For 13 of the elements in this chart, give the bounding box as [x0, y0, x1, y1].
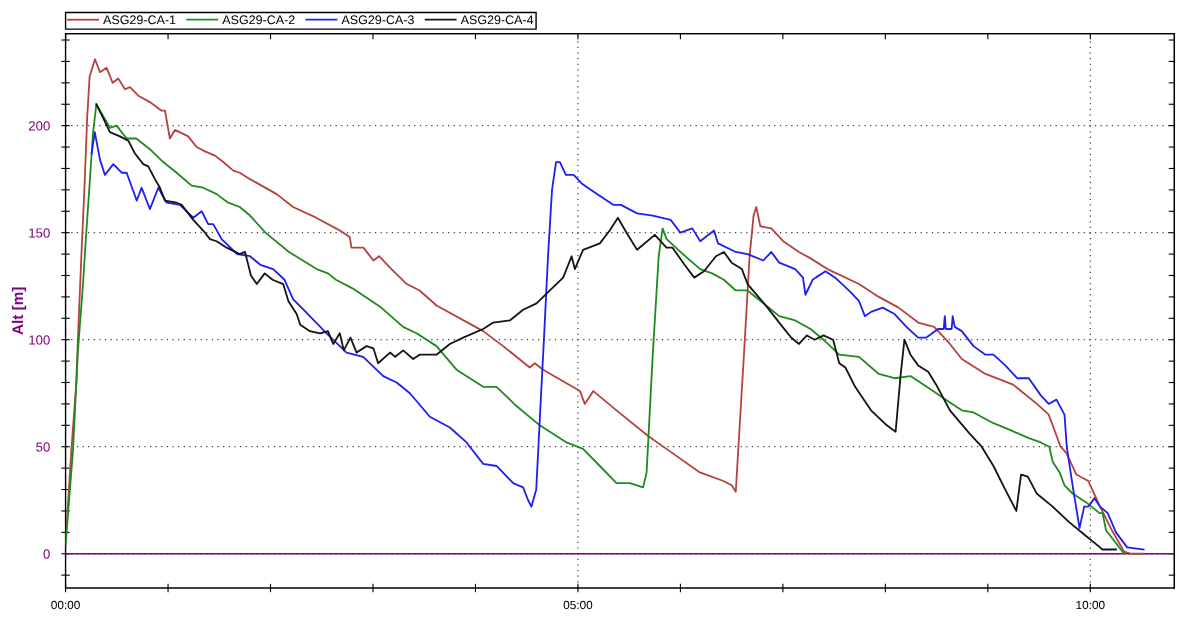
- x-tick-label: 10:00: [1076, 600, 1105, 610]
- legend-label: ASG29-CA-3: [341, 15, 414, 25]
- y-tick-label: 50: [36, 442, 50, 452]
- legend-label: ASG29-CA-2: [222, 15, 295, 25]
- x-tick-label: 05:00: [563, 600, 593, 610]
- legend-label: ASG29-CA-4: [460, 15, 534, 25]
- y-tick-label: 200: [28, 121, 50, 131]
- y-tick-label: 100: [29, 335, 50, 345]
- y-tick-label: 0: [43, 549, 50, 559]
- x-tick-label: 00:00: [51, 600, 80, 610]
- y-tick-label: 150: [29, 228, 50, 238]
- y-axis-title: Alt [m]: [11, 287, 27, 335]
- legend-label: ASG29-CA-1: [103, 15, 176, 25]
